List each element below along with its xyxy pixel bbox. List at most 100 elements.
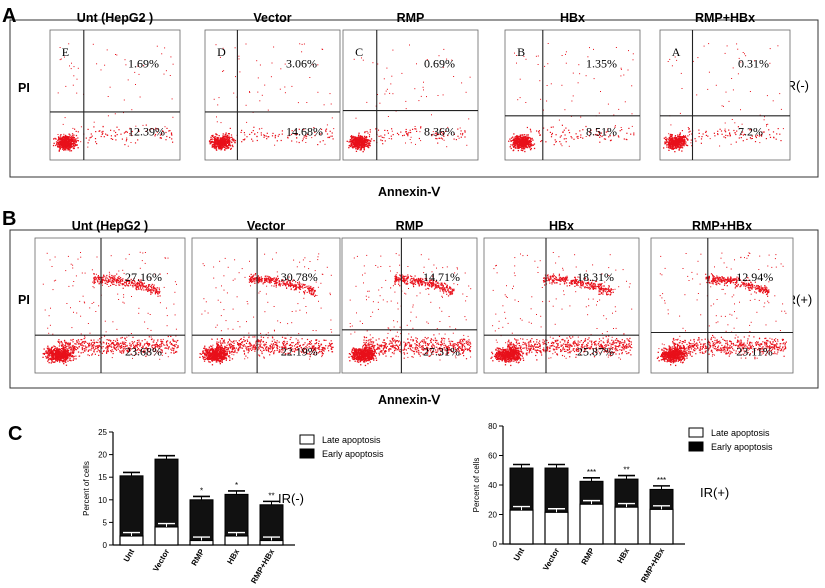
chart2-ytick-label-2: 40	[488, 481, 497, 490]
chart2-ytick-label-3: 60	[488, 452, 497, 461]
chart1-category-label-2: RMP	[190, 547, 207, 567]
chart2-legend-swatch-early	[688, 441, 704, 452]
flow-title-a-4: RMP+HBx	[695, 11, 755, 25]
lower-right-percent-b-0: 23.68%	[125, 344, 162, 358]
chart1-bar-early-1	[154, 458, 179, 528]
flow-dots-a-4	[663, 43, 784, 153]
chart2-ytick-label-4: 80	[488, 422, 497, 431]
flow-title-b-0: Unt (HepG2 )	[72, 219, 148, 233]
flow-dots-b-0	[42, 251, 179, 366]
chart1-bar-early-0	[119, 475, 144, 537]
panel-a-frame	[9, 19, 819, 178]
flow-plot-frame-b-0	[34, 237, 186, 374]
upper-right-percent-b-3: 18.31%	[577, 270, 614, 284]
chart1-category-label-0: Unt	[122, 547, 137, 563]
chart2-legend-swatch-late	[688, 427, 704, 438]
chart1-ytick-label-0: 0	[103, 541, 108, 550]
chart1-bar-late-0	[119, 535, 144, 546]
chart1-significance-3: *	[235, 481, 238, 490]
flow-dots-b-4	[656, 252, 787, 367]
sample-letter-a-4: A	[672, 45, 681, 59]
flow-title-b-1: Vector	[247, 219, 285, 233]
chart1-bar-early-4	[259, 504, 284, 541]
bar-chart-ir-plus: 0 20 40 60 80 Percent of cells Unt Vector *** RMP…	[472, 422, 773, 584]
chart2-legend-label-late: Late apoptosis	[711, 428, 770, 438]
chart2-bar-early-0	[509, 467, 534, 511]
lower-right-percent-a-0: 12.39%	[128, 124, 165, 138]
upper-right-percent-a-0: 1.69%	[128, 57, 159, 71]
chart2-condition-label: IR(+)	[700, 485, 729, 500]
chart2-significance-3: **	[623, 466, 629, 475]
chart1-condition-label: IR(-)	[278, 491, 304, 506]
chart2-category-label-4: RMP+HBx	[639, 546, 666, 584]
chart1-ytick-label-5: 25	[98, 428, 107, 437]
chart2-bar-late-4	[649, 508, 674, 545]
chart1-significance-4: **	[268, 491, 274, 500]
lower-right-percent-a-1: 14.68%	[286, 124, 323, 138]
chart1-bar-late-2	[189, 539, 214, 546]
chart2-bar-late-0	[509, 509, 534, 545]
lower-right-percent-b-1: 22.19%	[281, 344, 318, 358]
upper-right-percent-b-4: 12.94%	[736, 270, 773, 284]
chart2-ylabel: Percent of cells	[472, 458, 481, 513]
chart1-category-label-3: HBx	[225, 547, 241, 566]
upper-right-percent-a-4: 0.31%	[738, 57, 769, 71]
chart2-ytick-label-1: 20	[488, 511, 497, 520]
sample-letter-a-1: D	[217, 45, 226, 59]
flow-title-a-2: RMP	[397, 11, 425, 25]
flow-title-a-1: Vector	[253, 11, 291, 25]
lower-right-percent-b-2: 27.31%	[423, 344, 460, 358]
chart1-ytick-label-3: 15	[98, 473, 107, 482]
chart2-category-label-0: Unt	[512, 546, 527, 562]
flow-dots-a-1	[208, 43, 335, 151]
flow-dots-b-3	[490, 252, 633, 367]
chart1-ytick-label-2: 10	[98, 496, 107, 505]
chart2-significance-2: ***	[587, 468, 596, 477]
chart2-bar-late-2	[579, 503, 604, 545]
chart2-category-label-2: RMP	[580, 546, 597, 566]
chart1-legend-swatch-early	[299, 448, 315, 459]
flow-dots-a-0	[52, 43, 174, 152]
chart1-bar-early-2	[189, 499, 214, 541]
chart2-bar-late-3	[614, 506, 639, 545]
chart1-ylabel: Percent of cells	[82, 461, 91, 516]
upper-right-percent-b-1: 30.78%	[281, 270, 318, 284]
upper-right-percent-a-1: 3.06%	[286, 57, 317, 71]
chart2-significance-4: ***	[657, 476, 666, 485]
flow-title-b-4: RMP+HBx	[692, 219, 752, 233]
lower-right-percent-b-4: 23.11%	[736, 344, 773, 358]
panel-label-c: C	[8, 423, 22, 445]
annexin-label-a: Annexin-Ⅴ	[378, 185, 441, 199]
panel-label-b: B	[2, 208, 16, 230]
flow-dots-a-2	[346, 44, 471, 153]
flow-title-b-2: RMP	[396, 219, 424, 233]
chart1-legend-label-early: Early apoptosis	[322, 449, 384, 459]
lower-right-percent-a-3: 8.51%	[586, 124, 617, 138]
chart1-legend-label-late: Late apoptosis	[322, 435, 381, 445]
sample-letter-a-2: C	[355, 45, 363, 59]
chart2-category-label-3: HBx	[615, 546, 631, 565]
upper-right-percent-b-2: 14.71%	[423, 270, 460, 284]
flow-row-ir-minus: Unt (HepG2 ) 1.69% 12.39% E Vector 3.06% 14.68…	[49, 11, 791, 161]
chart1-bar-late-4	[259, 539, 284, 546]
flow-title-b-3: HBx	[549, 219, 574, 233]
upper-right-percent-b-0: 27.16%	[125, 270, 162, 284]
chart1-bar-late-3	[224, 535, 249, 546]
chart2-bar-early-1	[544, 467, 569, 513]
panel-b-frame	[9, 229, 819, 389]
pi-label-a: PI	[18, 81, 30, 95]
chart1-legend-swatch-late	[299, 434, 315, 445]
panel-label-a: A	[2, 5, 16, 27]
upper-right-percent-a-2: 0.69%	[424, 57, 455, 71]
chart2-bar-late-1	[544, 511, 569, 545]
flow-title-a-0: Unt (HepG2 )	[77, 11, 153, 25]
chart1-category-label-4: RMP+HBx	[249, 547, 276, 585]
sample-letter-a-0: E	[62, 45, 69, 59]
chart1-significance-2: *	[200, 486, 203, 495]
chart1-category-label-1: Vector	[151, 548, 171, 574]
chart2-legend-label-early: Early apoptosis	[711, 442, 773, 452]
sample-letter-a-3: B	[517, 45, 525, 59]
bar-chart-ir-minus: 0 5 10 15 20 25 Percent of cells Unt Vector * RMP *…	[82, 428, 384, 585]
chart1-ytick-label-1: 5	[103, 518, 108, 527]
